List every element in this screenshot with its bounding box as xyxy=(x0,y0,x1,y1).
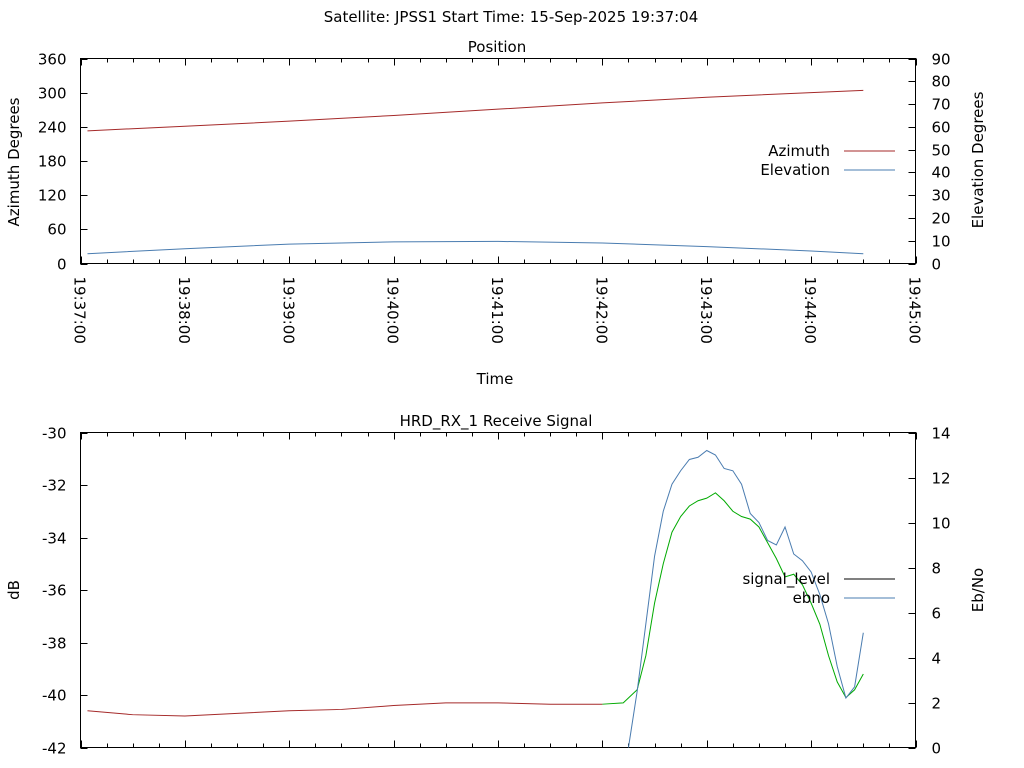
y-tick-label: 300 xyxy=(38,85,67,103)
x-tick-label: 19:42:00 xyxy=(592,277,610,344)
y2-tick-label: 0 xyxy=(932,256,942,274)
y-tick-label: -32 xyxy=(42,477,67,495)
signal-y-axis: -42 -40 -38 -36 -34 -32 -30 xyxy=(42,425,88,758)
y-tick-label: 360 xyxy=(38,51,67,69)
y-tick-label: -42 xyxy=(42,740,67,758)
y2-tick-label: 40 xyxy=(932,164,951,182)
signal-plot-frame xyxy=(80,432,916,748)
signal-title: HRD_RX_1 Receive Signal xyxy=(400,412,593,431)
position-y-axis: 0 60 120 180 240 300 360 xyxy=(38,51,88,274)
y2-tick-label: 2 xyxy=(932,695,942,713)
figure-title: Satellite: JPSS1 Start Time: 15-Sep-2025… xyxy=(324,8,699,26)
position-panel: Position 0 60 120 180 240 300 360 0 10 20 30 40 50 6… xyxy=(5,38,987,388)
y-tick-label: 240 xyxy=(38,119,67,137)
y2-tick-label: 14 xyxy=(932,425,951,443)
signal-y2-axis: 0 2 4 6 8 10 12 14 xyxy=(908,425,951,758)
y2-tick-label: 70 xyxy=(932,96,951,114)
x-tick-label: 19:41:00 xyxy=(488,277,506,344)
signal-legend: signal_level ebno xyxy=(742,570,895,607)
signal-series xyxy=(87,449,864,748)
y-tick-label: -30 xyxy=(42,425,67,443)
y2-tick-label: 12 xyxy=(932,470,951,488)
y2-tick-label: 90 xyxy=(932,51,951,69)
x-tick-label: 19:39:00 xyxy=(279,277,297,344)
legend-label-signal-level: signal_level xyxy=(742,570,830,589)
y2-tick-label: 10 xyxy=(932,233,951,251)
position-title: Position xyxy=(468,38,526,56)
x-tick-label: 19:40:00 xyxy=(384,277,402,344)
x-tick-label: 19:44:00 xyxy=(801,277,819,344)
position-ylabel: Azimuth Degrees xyxy=(5,97,23,226)
y2-tick-label: 0 xyxy=(932,740,942,758)
y2-tick-label: 20 xyxy=(932,210,951,228)
y-tick-label: 120 xyxy=(38,187,67,205)
signal-level-line-pass xyxy=(602,492,864,705)
position-legend: Azimuth Elevation xyxy=(760,142,895,179)
y-tick-label: 60 xyxy=(47,221,66,239)
signal-x-axis xyxy=(81,432,917,748)
y2-tick-label: 80 xyxy=(932,73,951,91)
legend-label-azimuth: Azimuth xyxy=(768,142,830,160)
azimuth-line xyxy=(87,89,864,132)
legend-label-elevation: Elevation xyxy=(760,161,830,179)
y2-tick-label: 60 xyxy=(932,119,951,137)
y2-tick-label: 50 xyxy=(932,142,951,160)
position-y2-axis: 0 10 20 30 40 50 60 70 80 90 xyxy=(908,51,951,274)
y2-tick-label: 10 xyxy=(932,515,951,533)
elevation-line xyxy=(87,240,864,255)
y2-tick-label: 6 xyxy=(932,605,942,623)
y2-tick-label: 4 xyxy=(932,650,942,668)
y-tick-label: -38 xyxy=(42,635,67,653)
y2-tick-label: 30 xyxy=(932,187,951,205)
y-tick-label: -34 xyxy=(42,530,67,548)
x-tick-label: 19:45:00 xyxy=(906,277,924,344)
position-xlabel: Time xyxy=(476,370,514,388)
position-series xyxy=(87,89,864,255)
signal-y2label: Eb/No xyxy=(969,568,987,612)
signal-ylabel: dB xyxy=(5,580,23,600)
position-y2label: Elevation Degrees xyxy=(969,91,987,228)
y-tick-label: -40 xyxy=(42,687,67,705)
x-tick-label: 19:37:00 xyxy=(71,277,89,344)
signal-panel: HRD_RX_1 Receive Signal -42-40-38-36-34-… xyxy=(5,412,987,758)
legend-label-ebno: ebno xyxy=(793,589,830,607)
x-tick-label: 19:43:00 xyxy=(697,277,715,344)
signal-level-line-baseline xyxy=(87,702,603,717)
ebno-line xyxy=(627,449,864,748)
x-tick-label: 19:38:00 xyxy=(175,277,193,344)
y-tick-label: 180 xyxy=(38,153,67,171)
position-x-axis: 19:37:00 19:38:00 19:39:00 19:40:00 19:41:00… xyxy=(71,58,924,344)
y2-tick-label: 8 xyxy=(932,560,942,578)
y-tick-label: 0 xyxy=(57,256,67,274)
y-tick-label: -36 xyxy=(42,582,67,600)
